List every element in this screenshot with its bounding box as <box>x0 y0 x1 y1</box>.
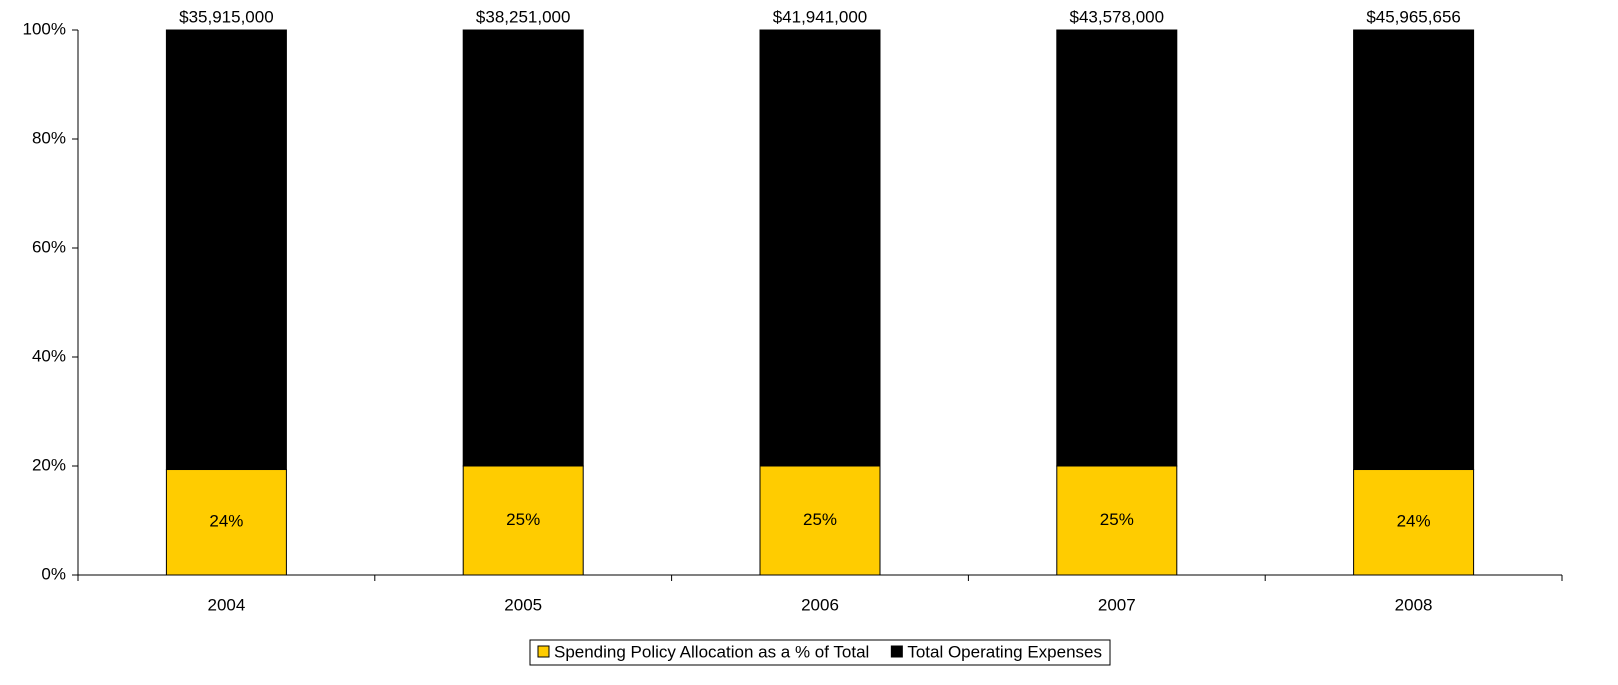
data-label: 25% <box>1100 510 1134 529</box>
data-label: $38,251,000 <box>476 7 571 26</box>
y-tick-label: 80% <box>32 128 66 147</box>
data-label: 24% <box>1397 512 1431 531</box>
legend-label: Total Operating Expenses <box>907 642 1102 661</box>
x-tick-label: 2005 <box>504 595 542 614</box>
y-tick-label: 40% <box>32 346 66 365</box>
x-tick-label: 2004 <box>207 595 245 614</box>
bar-segment <box>759 465 881 576</box>
data-label: $35,915,000 <box>179 7 274 26</box>
bar-segment <box>1353 469 1475 576</box>
data-label: $41,941,000 <box>773 7 868 26</box>
data-label: $43,578,000 <box>1070 7 1165 26</box>
y-tick-label: 0% <box>41 564 66 583</box>
bar-segment <box>1056 465 1178 576</box>
legend-label: Spending Policy Allocation as a % of Tot… <box>554 642 869 661</box>
y-tick-label: 20% <box>32 455 66 474</box>
x-tick-label: 2008 <box>1395 595 1433 614</box>
legend-swatch <box>537 645 550 658</box>
legend-box <box>529 639 1111 666</box>
data-label: 25% <box>803 510 837 529</box>
data-label: 24% <box>209 512 243 531</box>
bar-segment <box>1056 29 1178 467</box>
bar-segment <box>462 29 584 467</box>
legend-swatch <box>890 645 903 658</box>
bar-segment <box>165 469 287 576</box>
legend: Spending Policy Allocation as a % of Tot… <box>529 639 1111 666</box>
bar-segment <box>165 29 287 471</box>
bar-segment <box>1353 29 1475 471</box>
data-label: 25% <box>506 510 540 529</box>
y-tick-label: 100% <box>23 19 66 38</box>
x-tick-label: 2006 <box>801 595 839 614</box>
y-tick-label: 60% <box>32 237 66 256</box>
data-label: $45,965,656 <box>1366 7 1461 26</box>
bar-segment <box>759 29 881 467</box>
bar-segment <box>462 465 584 576</box>
x-tick-label: 2007 <box>1098 595 1136 614</box>
